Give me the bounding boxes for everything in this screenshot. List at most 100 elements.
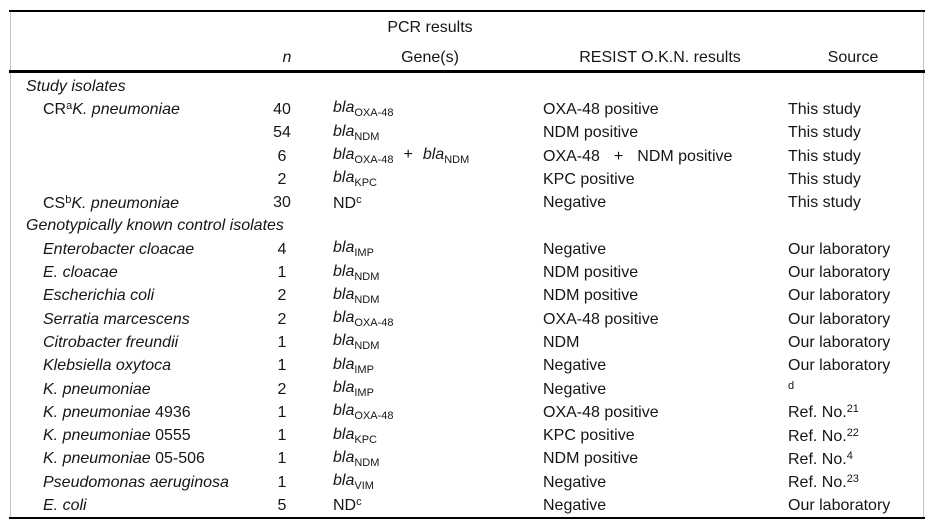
text-segment: OXA-48 (354, 410, 394, 423)
table-row: K. pneumoniae 05-506 1 blaNDM NDM positive R… (11, 448, 927, 471)
text-segment: OXA-48 (354, 107, 394, 120)
text-segment: CS (43, 194, 66, 212)
text-segment: Our laboratory (788, 310, 891, 328)
text-segment: NDM (354, 270, 380, 283)
text-segment: 2 (277, 287, 287, 305)
text-segment: K. pneumoniae (43, 403, 151, 421)
table-row: Enterobacter cloacae 4 blaIMP Negative Our l… (11, 238, 927, 261)
text-segment: bla (333, 146, 355, 164)
text-segment: K. pneumoniae (72, 101, 180, 119)
cell-n: 1 (272, 265, 333, 281)
text-segment: bla (333, 355, 355, 373)
cell-gene: blaNDM (333, 448, 543, 469)
text-segment: Enterobacter cloacae (43, 240, 195, 258)
text-segment: This study (788, 194, 861, 212)
cell-gene: blaOXA-48 + blaNDM (333, 147, 543, 166)
cell-result: NDM positive (543, 288, 788, 304)
cell-name: Serratia marcescens (11, 311, 272, 328)
table-row: Citrobacter freundii 1 blaNDM NDM Our labora… (11, 331, 927, 354)
text-segment: OXA-48 positive (543, 403, 659, 421)
text-segment: Our laboratory (788, 287, 891, 305)
text-segment: ND (333, 194, 357, 212)
text-segment: 21 (846, 403, 859, 416)
cell-n: 1 (272, 451, 333, 467)
column-header-resist-okn-results: RESIST O.K.N. results (579, 49, 741, 66)
text-segment: KPC positive (543, 427, 635, 445)
text-segment: KPC (354, 177, 377, 190)
cell-source: Ref. No.23 (788, 474, 927, 491)
text-segment: b (65, 193, 72, 206)
text-segment: OXA-48 (543, 147, 600, 165)
text-segment: 1 (277, 427, 287, 445)
cell-n: 1 (272, 358, 333, 374)
text-segment: bla (333, 425, 355, 443)
text-segment: Our laboratory (788, 240, 891, 258)
cell-gene: blaKPC (333, 170, 543, 189)
cell-name: K. pneumoniae 05-506 (11, 451, 272, 467)
text-segment: Negative (543, 357, 607, 375)
cell-name: K. pneumoniae 0555 (11, 428, 272, 444)
text-segment: OXA-48 positive (543, 100, 659, 118)
text-segment: Our laboratory (788, 496, 891, 514)
text-segment: bla (333, 309, 355, 327)
cell-source: Ref. No.4 (788, 449, 927, 468)
text-segment: 30 (273, 194, 291, 212)
text-segment: Our laboratory (788, 333, 891, 351)
text-segment: VIM (354, 480, 374, 493)
table-row: K. pneumoniae 2 blaIMP Negative d (11, 378, 927, 401)
text-segment: 5 (277, 496, 287, 514)
cell-n: 2 (272, 311, 333, 328)
text-segment: 4 (846, 449, 853, 462)
cell-n: 6 (272, 148, 333, 165)
text-segment: bla (333, 122, 355, 140)
cell-result: OXA-48 positive (543, 310, 788, 328)
cell-result: KPC positive (543, 171, 788, 188)
text-segment: 1 (277, 333, 287, 351)
cell-name: CSbK. pneumoniae (11, 193, 272, 212)
text-segment: Citrobacter freundii (43, 333, 179, 351)
text-segment: 1 (277, 403, 287, 421)
cell-name: K. pneumoniae (11, 381, 272, 398)
text-segment: IMP (354, 363, 374, 376)
cell-name: Citrobacter freundii (11, 333, 272, 351)
table-row: 54 blaNDM NDM positive This study (11, 122, 927, 145)
cell-result: KPC positive (543, 428, 788, 444)
table-row: CRaK. pneumoniae 40 blaOXA-48 OXA-48 positi… (11, 98, 927, 121)
text-segment: CR (43, 101, 67, 119)
text-segment: c (356, 193, 362, 206)
text-segment: NDM positive (543, 124, 639, 142)
text-segment: Escherichia coli (43, 287, 155, 305)
text-segment: a (66, 100, 73, 113)
cell-source: Ref. No.22 (788, 427, 927, 445)
text-segment: Ref. No. (788, 474, 847, 492)
text-segment: NDM (444, 154, 470, 167)
cell-name: Study isolates (11, 78, 272, 95)
text-segment: NDM positive (543, 450, 639, 468)
cell-n: 5 (272, 496, 333, 514)
text-segment: bla (333, 262, 355, 280)
cell-result: Negative (543, 241, 788, 258)
text-segment: Ref. No. (788, 427, 847, 445)
text-segment: K. pneumoniae (43, 450, 151, 468)
text-segment: bla (333, 169, 355, 187)
text-segment: OXA-48 positive (543, 310, 659, 328)
cell-gene: blaOXA-48 (333, 403, 543, 422)
text-segment: E. cloacae (43, 264, 118, 282)
text-segment: 2 (277, 380, 287, 398)
cell-n: 1 (272, 474, 333, 491)
cell-gene: blaIMP (333, 240, 543, 259)
cell-result: Negative (543, 195, 788, 211)
table-rule-bottom (9, 517, 925, 519)
column-header-genes: Gene(s) (401, 49, 459, 66)
cell-source: Our laboratory (788, 333, 927, 351)
table-row: E. cloacae 1 blaNDM NDM positive Our laborat… (11, 261, 927, 284)
text-segment: + (613, 147, 624, 165)
text-segment: + (403, 146, 413, 164)
text-segment: This study (788, 100, 861, 118)
cell-n: 1 (272, 403, 333, 421)
table-row: CSbK. pneumoniae 30 NDc Negative This study (11, 191, 927, 214)
text-segment: bla (333, 448, 355, 466)
cell-name: Enterobacter cloacae (11, 240, 272, 258)
text-segment: Negative (543, 380, 607, 398)
text-segment: NDM (354, 293, 380, 306)
